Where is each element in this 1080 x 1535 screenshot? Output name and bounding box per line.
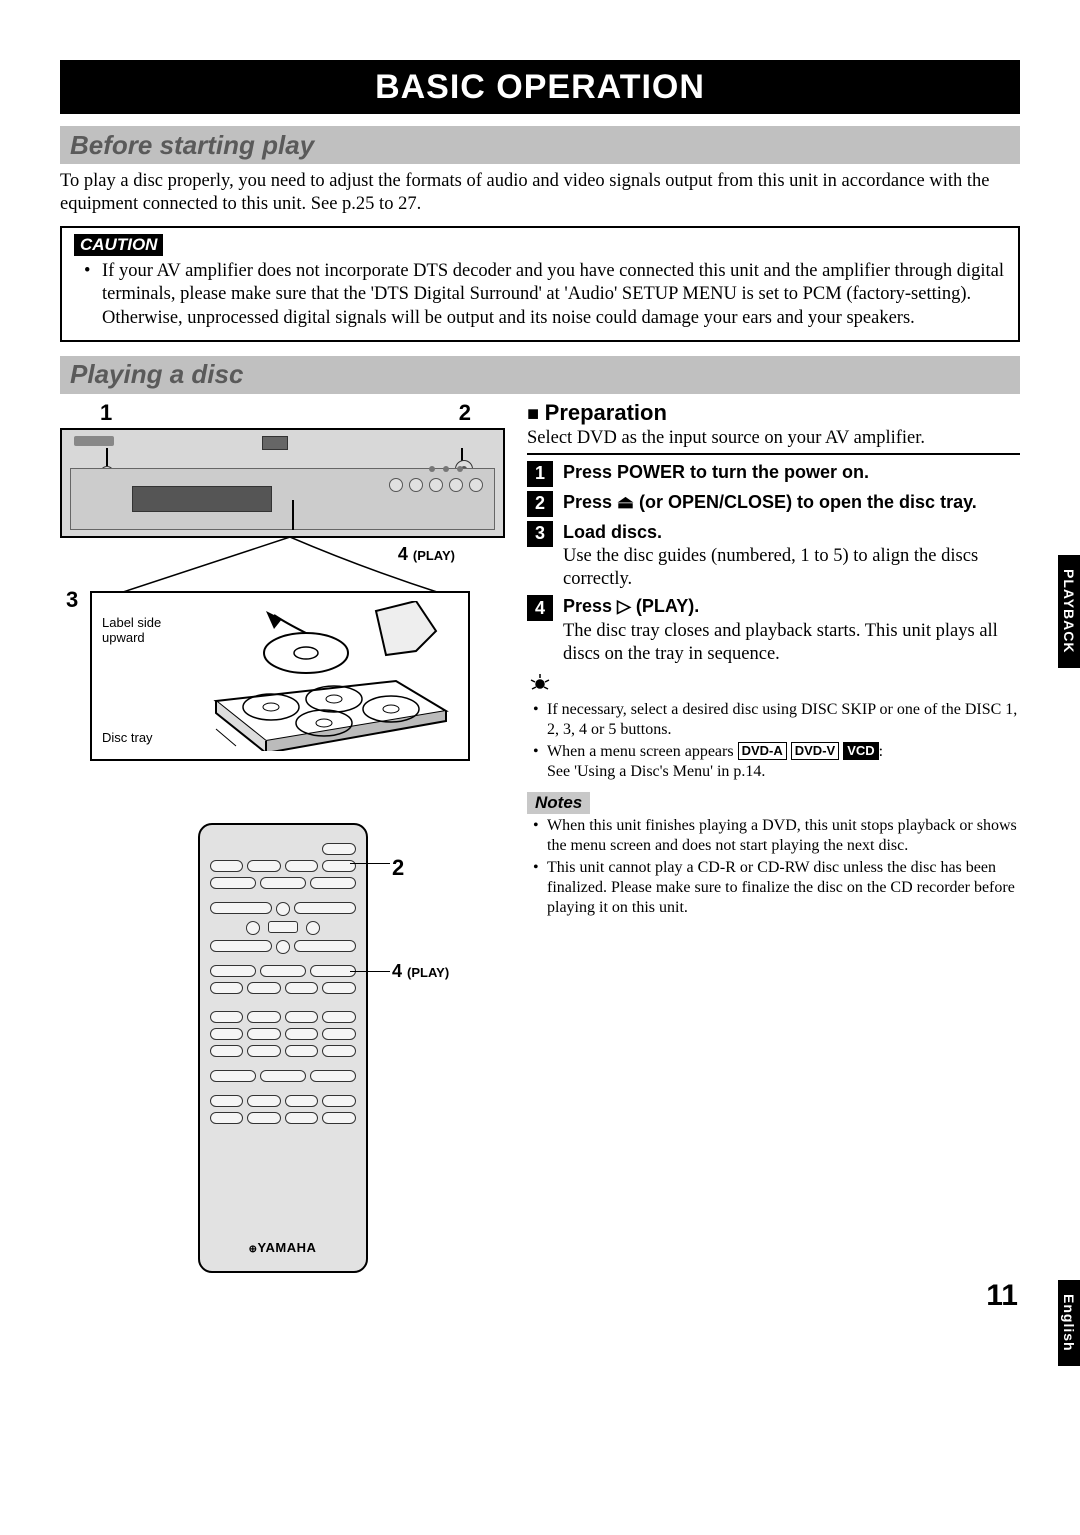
- step-4-title: Press ▷ (PLAY).: [563, 595, 1020, 618]
- remote-illustration: ⊕YAMAHA: [198, 823, 368, 1273]
- player-diagram: 1 2 4 (PLAY): [60, 400, 505, 1293]
- caution-box: CAUTION If your AV amplifier does not in…: [60, 226, 1020, 341]
- badge-dvd-v: DVD-V: [791, 742, 839, 760]
- chapter-title: BASIC OPERATION: [375, 68, 705, 107]
- badge-dvd-a: DVD-A: [738, 742, 787, 760]
- yamaha-logo-text: YAMAHA: [258, 1240, 317, 1255]
- disc-tray-illustration: [196, 601, 456, 751]
- section2-title: Playing a disc: [70, 359, 243, 390]
- remote-callout-4-num: 4: [392, 961, 402, 981]
- step-2: 2 Press ⏏ (or OPEN/CLOSE) to open the di…: [527, 491, 1020, 517]
- preparation-intro: Select DVD as the input source on your A…: [527, 428, 1020, 455]
- step-4-text: The disc tray closes and playback starts…: [563, 620, 1020, 666]
- intro-paragraph: To play a disc properly, you need to adj…: [60, 170, 1020, 216]
- side-tab-english: English: [1058, 1280, 1080, 1366]
- hint-icon: [527, 672, 1020, 698]
- step-num: 4: [527, 595, 553, 621]
- step-4: 4 Press ▷ (PLAY). The disc tray closes a…: [527, 595, 1020, 666]
- badge-vcd: VCD: [843, 742, 878, 760]
- hint-1: If necessary, select a desired disc usin…: [537, 700, 1020, 740]
- dvd-player-illustration: [60, 428, 505, 538]
- label-side-text: Label side upward: [102, 615, 161, 646]
- preparation-heading: Preparation: [527, 400, 1020, 426]
- page-number: 11: [986, 1279, 1018, 1313]
- step-2-title: Press ⏏ (or OPEN/CLOSE) to open the disc…: [563, 491, 1020, 514]
- step-1: 1 Press POWER to turn the power on.: [527, 461, 1020, 487]
- step-num: 3: [527, 521, 553, 547]
- notes-list: When this unit finishes playing a DVD, t…: [527, 816, 1020, 918]
- notes-label: Notes: [527, 792, 590, 814]
- note-2: This unit cannot play a CD-R or CD-RW di…: [537, 858, 1020, 918]
- remote-callout-4-label: (PLAY): [407, 965, 449, 980]
- disc-tray-label: Disc tray: [102, 730, 153, 745]
- side-tab-playback: PLAYBACK: [1058, 555, 1080, 668]
- remote-diagram: ⊕YAMAHA 2 4 (PLAY): [60, 823, 505, 1293]
- note-1: When this unit finishes playing a DVD, t…: [537, 816, 1020, 856]
- callout-2: 2: [459, 400, 471, 426]
- disc-tray-diagram: 3 Label side upward Disc tray: [60, 587, 505, 777]
- hint-2: When a menu screen appears DVD-A DVD-V V…: [537, 742, 1020, 782]
- step-3: 3 Load discs. Use the disc guides (numbe…: [527, 521, 1020, 592]
- caution-item: If your AV amplifier does not incorporat…: [102, 260, 1006, 329]
- section-playing-disc: Playing a disc: [60, 356, 1020, 394]
- section1-title: Before starting play: [70, 130, 314, 161]
- hints-list: If necessary, select a desired disc usin…: [527, 700, 1020, 782]
- callout-1: 1: [100, 400, 112, 426]
- step-num: 2: [527, 491, 553, 517]
- caution-label: CAUTION: [74, 234, 163, 256]
- remote-callout-2: 2: [392, 855, 404, 881]
- step-num: 1: [527, 461, 553, 487]
- step-3-text: Use the disc guides (numbered, 1 to 5) t…: [563, 545, 1020, 591]
- step-3-title: Load discs.: [563, 521, 1020, 544]
- section-before-starting: Before starting play: [60, 126, 1020, 164]
- step-1-title: Press POWER to turn the power on.: [563, 461, 1020, 484]
- chapter-banner: BASIC OPERATION: [60, 60, 1020, 114]
- callout-3: 3: [66, 587, 78, 613]
